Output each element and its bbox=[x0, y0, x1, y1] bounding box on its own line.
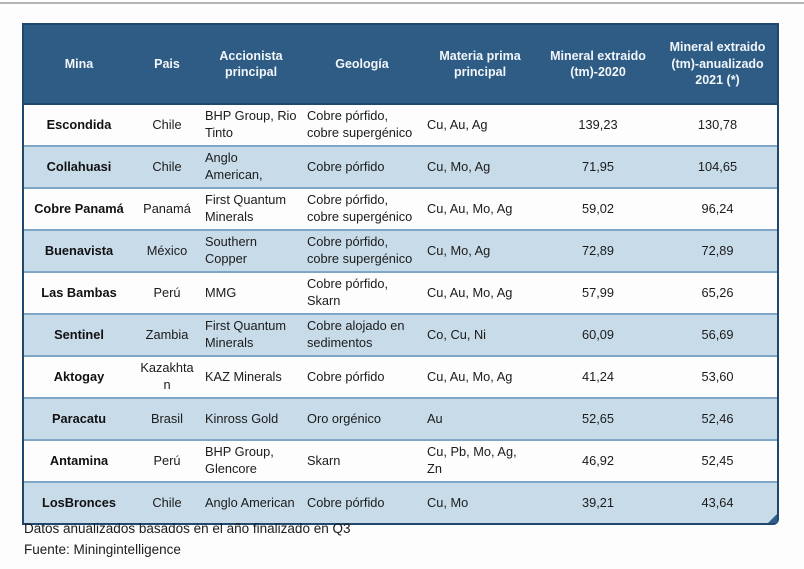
footnotes: Datos anualizados basados en el año fina… bbox=[24, 519, 350, 561]
table-row: Escondida Chile BHP Group, Rio Tinto Cobre … bbox=[24, 104, 777, 146]
cell-geologia: Cobre pórfido, cobre supergénico bbox=[307, 108, 413, 140]
column-header-mineral-2021: Mineral extraido (tm)-anualizado 2021 (*… bbox=[658, 25, 777, 104]
table-body: Escondida Chile BHP Group, Rio Tinto Cobre … bbox=[24, 104, 777, 523]
cell-pais: Perú bbox=[153, 284, 181, 300]
cell-pais: México bbox=[146, 242, 188, 258]
cell-tm2020: 57,99 bbox=[581, 284, 615, 300]
cell-pais: Panamá bbox=[143, 200, 191, 216]
cell-mina: Sentinel bbox=[54, 326, 104, 342]
cell-geologia: Cobre pórfido, Skarn bbox=[307, 276, 389, 308]
mining-table: Mina Pais Accionista principal Geología … bbox=[24, 25, 777, 523]
cell-pais: Zambia bbox=[145, 326, 189, 342]
cell-materia: Cu, Mo bbox=[427, 494, 469, 510]
cell-mina: Paracatu bbox=[51, 410, 107, 426]
table-header: Mina Pais Accionista principal Geología … bbox=[24, 25, 777, 104]
cell-tm2021: 52,46 bbox=[701, 410, 734, 426]
footnote-source: Fuente: Miningintelligence bbox=[24, 541, 181, 557]
cell-mina: LosBronces bbox=[42, 494, 116, 510]
cell-tm2021: 65,26 bbox=[701, 284, 734, 300]
cell-accionista: MMG bbox=[205, 284, 237, 300]
cell-materia: Cu, Au, Ag bbox=[427, 116, 488, 132]
cell-tm2020: 72,89 bbox=[581, 242, 615, 258]
cell-geologia: Oro orgénico bbox=[307, 410, 381, 426]
cell-geologia: Cobre pórfido bbox=[307, 494, 385, 510]
table-row: Las Bambas Perú MMG Cobre pórfido, Skarn Cu,… bbox=[24, 272, 777, 314]
cell-materia: Cu, Au, Mo, Ag bbox=[427, 368, 513, 384]
cell-accionista: Anglo American, bbox=[205, 150, 263, 182]
cell-tm2021: 104,65 bbox=[697, 158, 738, 174]
cell-mina: Cobre Panamá bbox=[34, 200, 124, 216]
cell-materia: Au bbox=[427, 410, 443, 426]
cell-tm2020: 52,65 bbox=[581, 410, 615, 426]
table-row: LosBronces Chile Anglo American Cobre pórfi… bbox=[24, 482, 777, 523]
cell-geologia: Cobre pórfido, cobre supergénico bbox=[307, 234, 413, 266]
column-header-pais: Pais bbox=[134, 25, 200, 104]
resize-grip-icon bbox=[768, 514, 777, 523]
cell-mina: Buenavista bbox=[44, 242, 114, 258]
top-divider-line bbox=[0, 2, 804, 4]
header-row: Mina Pais Accionista principal Geología … bbox=[24, 25, 777, 104]
cell-geologia: Cobre alojado en sedimentos bbox=[307, 318, 405, 350]
cell-mina: Collahuasi bbox=[46, 158, 112, 174]
cell-tm2021: 130,78 bbox=[697, 116, 738, 132]
cell-accionista: Anglo American bbox=[205, 494, 295, 510]
cell-accionista: First Quantum Minerals bbox=[205, 192, 287, 224]
cell-geologia: Cobre pórfido bbox=[307, 158, 385, 174]
cell-accionista: Southern Copper bbox=[205, 234, 257, 266]
cell-pais: Brasil bbox=[151, 410, 183, 426]
column-header-mineral-2020: Mineral extraido (tm)-2020 bbox=[538, 25, 658, 104]
table-row: Aktogay Kazakhtan KAZ Minerals Cobre pórfid… bbox=[24, 356, 777, 398]
cell-accionista: Kinross Gold bbox=[205, 410, 279, 426]
cell-accionista: BHP Group, Rio Tinto bbox=[205, 108, 297, 140]
cell-tm2020: 60,09 bbox=[581, 326, 615, 342]
cell-materia: Cu, Au, Mo, Ag bbox=[427, 284, 513, 300]
cell-tm2021: 72,89 bbox=[701, 242, 734, 258]
cell-pais: Perú bbox=[153, 452, 181, 468]
column-header-accionista: Accionista principal bbox=[200, 25, 302, 104]
cell-geologia: Skarn bbox=[307, 452, 341, 468]
column-header-materia-prima: Materia prima principal bbox=[422, 25, 538, 104]
cell-tm2021: 52,45 bbox=[701, 452, 734, 468]
cell-pais: Chile bbox=[152, 158, 182, 174]
cell-materia: Cu, Pb, Mo, Ag, Zn bbox=[427, 444, 517, 476]
cell-materia: Cu, Mo, Ag bbox=[427, 158, 491, 174]
cell-tm2020: 46,92 bbox=[581, 452, 615, 468]
cell-pais: Chile bbox=[152, 116, 182, 132]
table-row: Collahuasi Chile Anglo American, Cobre pórf… bbox=[24, 146, 777, 188]
cell-tm2020: 41,24 bbox=[581, 368, 615, 384]
cell-tm2021: 96,24 bbox=[701, 200, 734, 216]
cell-geologia: Cobre pórfido bbox=[307, 368, 385, 384]
cell-tm2021: 53,60 bbox=[701, 368, 734, 384]
table-row: Sentinel Zambia First Quantum Minerals Cobr… bbox=[24, 314, 777, 356]
cell-mina: Las Bambas bbox=[41, 284, 117, 300]
cell-pais: Chile bbox=[152, 494, 182, 510]
cell-accionista: BHP Group, Glencore bbox=[205, 444, 274, 476]
cell-accionista: KAZ Minerals bbox=[205, 368, 282, 384]
table-row: Cobre Panamá Panamá First Quantum Minerals… bbox=[24, 188, 777, 230]
cell-pais: Kazakhtan bbox=[140, 360, 194, 392]
cell-tm2020: 39,21 bbox=[581, 494, 615, 510]
cell-tm2020: 71,95 bbox=[581, 158, 615, 174]
cell-tm2020: 59,02 bbox=[581, 200, 615, 216]
table-row: Antamina Perú BHP Group, Glencore Skarn Cu, … bbox=[24, 440, 777, 482]
cell-materia: Cu, Mo, Ag bbox=[427, 242, 491, 258]
footnote-annualized: Datos anualizados basados en el año fina… bbox=[24, 521, 351, 536]
cell-accionista: First Quantum Minerals bbox=[205, 318, 287, 350]
cell-mina: Escondida bbox=[46, 116, 112, 132]
cell-geologia: Cobre pórfido, cobre supergénico bbox=[307, 192, 413, 224]
table-row: Paracatu Brasil Kinross Gold Oro orgénico Au… bbox=[24, 398, 777, 440]
mining-table-container: Mina Pais Accionista principal Geología … bbox=[22, 23, 779, 525]
cell-mina: Antamina bbox=[49, 452, 109, 468]
column-header-mina: Mina bbox=[24, 25, 134, 104]
column-header-geologia: Geología bbox=[302, 25, 422, 104]
cell-materia: Cu, Au, Mo, Ag bbox=[427, 200, 513, 216]
table-row: Buenavista México Southern Copper Cobre pór… bbox=[24, 230, 777, 272]
cell-tm2020: 139,23 bbox=[578, 116, 618, 132]
cell-tm2021: 43,64 bbox=[701, 494, 734, 510]
cell-materia: Co, Cu, Ni bbox=[427, 326, 487, 342]
cell-tm2021: 56,69 bbox=[701, 326, 734, 342]
cell-mina: Aktogay bbox=[53, 368, 105, 384]
